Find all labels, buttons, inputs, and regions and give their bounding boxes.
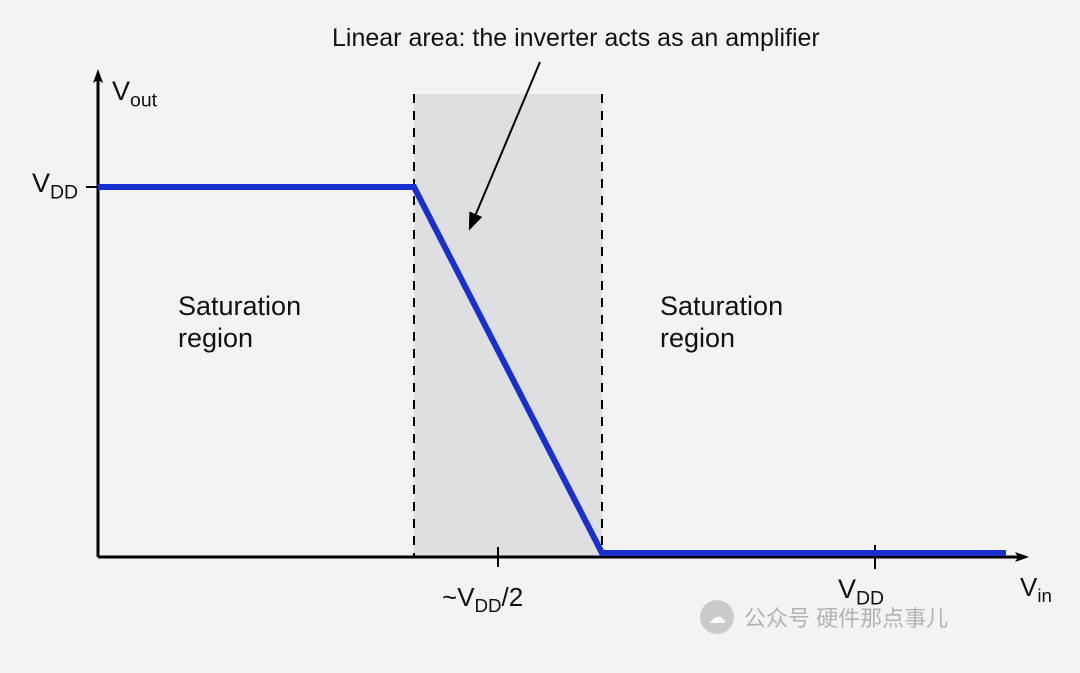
vdd-half-suffix: /2 [502, 582, 524, 612]
saturation-region-left-label: Saturation region [178, 290, 301, 355]
vdd-x-tick-label: VDD [838, 574, 884, 610]
saturation-region-right-label: Saturation region [660, 290, 783, 355]
x-axis-label-base: V [1020, 572, 1037, 602]
inverter-transfer-plot [0, 0, 1080, 673]
vdd-half-tick-label: ~VDD/2 [442, 582, 523, 617]
sat-left-line1: Saturation [178, 290, 301, 322]
linear-region-shade [414, 94, 602, 557]
vdd-y-base: V [32, 168, 50, 198]
vdd-half-sub: DD [475, 595, 502, 616]
y-axis-label-base: V [112, 76, 130, 106]
vdd-y-sub: DD [50, 181, 78, 203]
diagram-stage: Linear area: the inverter acts as an amp… [0, 0, 1080, 673]
vdd-x-sub: DD [856, 587, 884, 609]
linear-area-caption: Linear area: the inverter acts as an amp… [332, 24, 820, 53]
sat-right-line1: Saturation [660, 290, 783, 322]
sat-left-line2: region [178, 322, 301, 354]
x-axis-label-sub: in [1037, 585, 1052, 606]
y-axis-label-sub: out [130, 89, 157, 111]
y-axis-label: Vout [112, 76, 157, 112]
vdd-half-prefix: ~ [442, 582, 457, 612]
x-axis-label: Vin [1020, 572, 1052, 607]
sat-right-line2: region [660, 322, 783, 354]
vdd-y-tick-label: VDD [32, 168, 78, 204]
vdd-x-base: V [838, 574, 856, 604]
vdd-half-base: V [457, 582, 474, 612]
